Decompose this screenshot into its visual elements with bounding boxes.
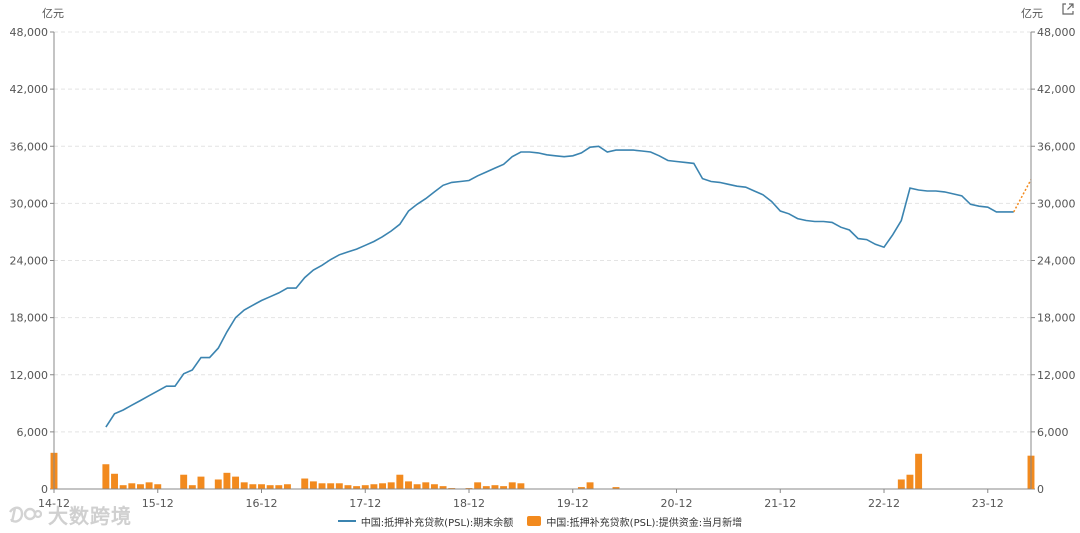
y-tick-label-left: 48,000 (10, 26, 49, 39)
bar (335, 483, 343, 489)
bar (370, 484, 378, 489)
x-tick-label: 22-12 (868, 497, 900, 510)
legend-bar-swatch (527, 516, 542, 526)
bar (405, 481, 412, 489)
y-ticks-left: 0 6,000 12,000 18,000 24,000 30,000 36,000 42,0… (10, 26, 54, 496)
bar (283, 484, 291, 489)
axes (53, 32, 1032, 490)
x-tick-label: 20-12 (661, 497, 693, 510)
bar (396, 474, 404, 489)
x-tick-label: 18-12 (453, 497, 485, 510)
bar (491, 485, 499, 489)
bar (897, 479, 905, 489)
bar (474, 482, 482, 489)
export-icon[interactable] (1061, 2, 1075, 16)
bar (145, 482, 153, 489)
legend-label-new: 中国:抵押补充贷款(PSL):提供资金:当月新增 (546, 517, 743, 529)
bar (439, 486, 447, 489)
bar (180, 474, 188, 489)
y-tick-label-right: 30,000 (1037, 197, 1076, 210)
y-tick-label-left: 42,000 (10, 83, 49, 96)
legend-item-new[interactable]: 中国:抵押补充贷款(PSL):提供资金:当月新增 (527, 514, 742, 529)
legend-label-balance: 中国:抵押补充贷款(PSL):期末余额 (360, 517, 514, 529)
bar (612, 487, 620, 489)
bar (275, 485, 283, 489)
bar (577, 487, 585, 489)
bar (240, 482, 248, 489)
bar (413, 484, 421, 489)
y-tick-label-left: 6,000 (17, 426, 49, 439)
y-tick-label-right: 12,000 (1037, 369, 1076, 382)
y-tick-label-right: 24,000 (1037, 255, 1076, 268)
y-tick-label-right: 48,000 (1037, 26, 1076, 39)
y-tick-label-left: 30,000 (10, 197, 49, 210)
x-tick-label: 17-12 (349, 497, 381, 510)
bar (387, 482, 395, 489)
legend-line-swatch (337, 520, 356, 522)
bar (517, 483, 525, 489)
bar (422, 482, 430, 489)
bar (430, 484, 438, 489)
line-path-balance (105, 145, 1014, 428)
x-ticks: 14-12 15-12 16-12 17-12 18-12 19-12 20-12 21-12… (38, 489, 1004, 510)
watermark-text: 大数跨境 (48, 504, 132, 528)
y-tick-label-left: 36,000 (10, 140, 49, 153)
y-tick-label-right: 18,000 (1037, 312, 1076, 325)
bar (111, 473, 118, 489)
y-unit-left: 亿元 (42, 7, 64, 20)
bar (482, 486, 490, 489)
bar (586, 482, 594, 489)
x-tick-label: 21-12 (764, 497, 796, 510)
bar (119, 485, 127, 489)
x-tick-label: 16-12 (246, 497, 278, 510)
bar (232, 476, 240, 489)
bar (915, 453, 923, 489)
y-tick-label-right: 0 (1037, 483, 1044, 496)
bar (500, 486, 508, 489)
bar-series (50, 452, 1035, 489)
bar (309, 481, 317, 489)
legend: 中国:抵押补充贷款(PSL):期末余额 中国:抵押补充贷款(PSL):提供资金:… (0, 512, 1080, 530)
bar (906, 474, 914, 489)
bar (344, 485, 352, 489)
y-unit-right: 亿元 (1021, 7, 1043, 20)
bar (361, 485, 369, 489)
bar (379, 483, 387, 489)
y-tick-label-left: 12,000 (10, 369, 49, 382)
y-tick-label-left: 0 (41, 483, 48, 496)
bar (249, 484, 257, 489)
watermark-logo-icon (9, 506, 42, 523)
y-tick-label-left: 18,000 (10, 312, 49, 325)
bar (197, 476, 205, 489)
bar (266, 485, 274, 489)
x-tick-label: 19-12 (557, 497, 589, 510)
bar (214, 479, 222, 489)
bar (353, 486, 361, 489)
y-tick-label-left: 24,000 (10, 255, 49, 268)
watermark: 大数跨境 (8, 500, 132, 529)
bar (128, 483, 136, 489)
bar (508, 482, 516, 489)
y-tick-label-right: 6,000 (1037, 426, 1069, 439)
bar (137, 484, 144, 489)
line-path-projection (1013, 179, 1032, 213)
x-tick-label: 23-12 (972, 497, 1004, 510)
bar (154, 484, 162, 489)
bar (102, 464, 110, 489)
y-tick-label-right: 36,000 (1037, 140, 1076, 153)
y-ticks-right: 0 6,000 12,000 18,000 24,000 30,000 36,000 42,0… (1031, 26, 1076, 496)
bar (327, 483, 335, 489)
grid (54, 31, 1031, 433)
bar (318, 483, 326, 489)
y-tick-label-right: 42,000 (1037, 83, 1076, 96)
bar (223, 472, 231, 489)
legend-item-balance[interactable]: 中国:抵押补充贷款(PSL):期末余额 (337, 514, 514, 529)
line-series (105, 145, 1032, 428)
bar (301, 478, 309, 489)
x-tick-label: 14-12 (38, 497, 70, 510)
bar (258, 484, 265, 489)
x-tick-label: 15-12 (142, 497, 174, 510)
bar (188, 485, 196, 489)
